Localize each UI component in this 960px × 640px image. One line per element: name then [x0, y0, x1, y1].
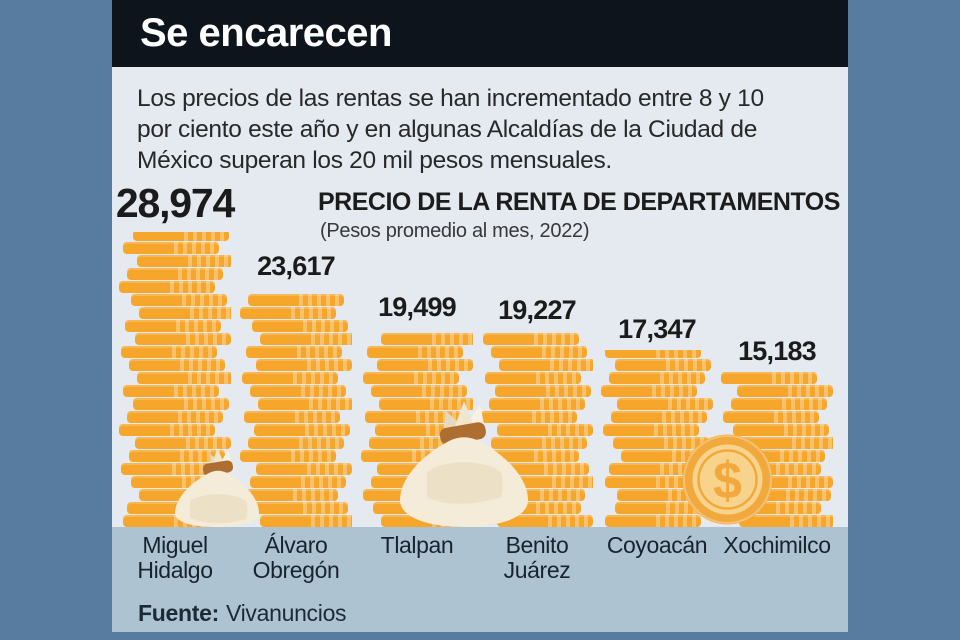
category-label-strip	[112, 527, 848, 632]
intro-line: México superan los 20 mil pesos mensuale…	[137, 147, 612, 174]
source-label: Fuente:	[138, 600, 219, 626]
dollar-coin-icon: $	[682, 434, 773, 525]
money-bag-large-icon	[388, 401, 540, 527]
source-note: Fuente: Vivanuncios	[138, 600, 347, 627]
source-value: Vivanuncios	[225, 600, 347, 626]
dollar-symbol: $	[713, 452, 742, 510]
intro-text: Los precios de las rentas se han increme…	[137, 83, 764, 176]
chart-subtitle: (Pesos promedio al mes, 2022)	[320, 220, 590, 242]
header-bar: Se encarecen	[112, 0, 848, 67]
intro-line: Los precios de las rentas se han increme…	[137, 85, 764, 112]
chart-title: PRECIO DE LA RENTA DE DEPARTAMENTOS	[318, 188, 840, 216]
intro-line: por ciento este año y en algunas Alcaldí…	[137, 116, 758, 143]
page-title: Se encarecen	[140, 11, 392, 55]
money-bag-small-icon	[166, 446, 268, 527]
